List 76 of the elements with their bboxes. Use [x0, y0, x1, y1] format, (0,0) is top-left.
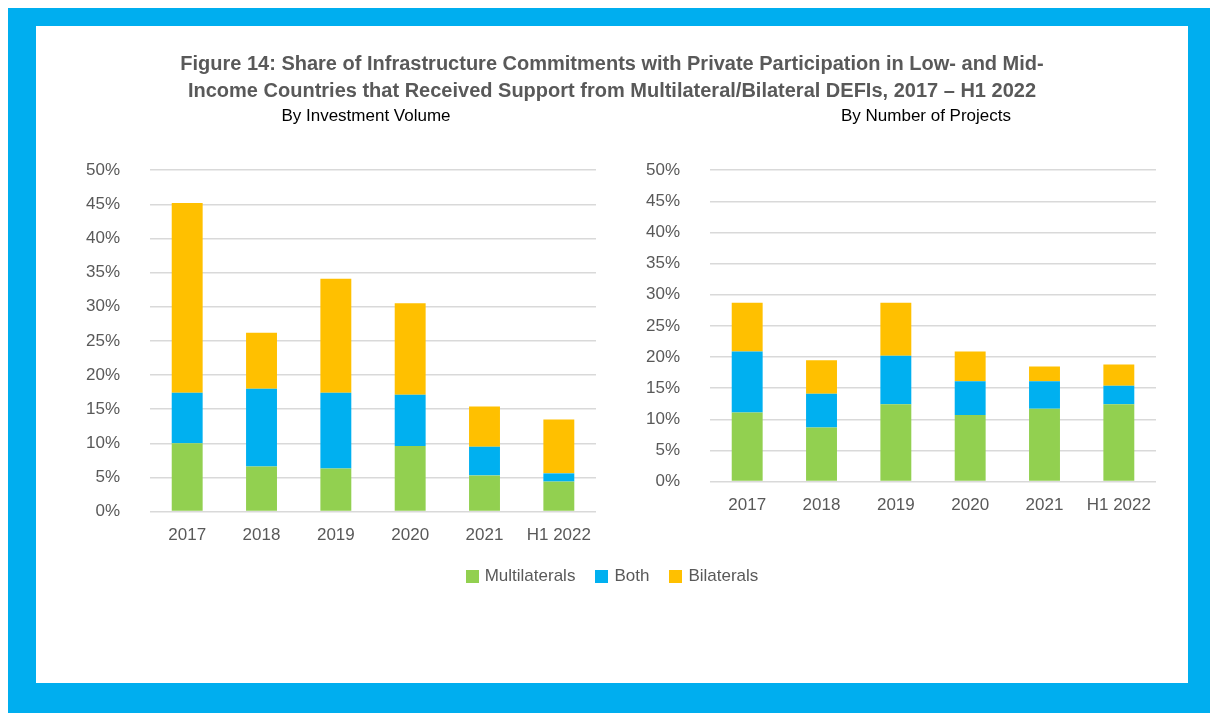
y-tick-label: 45% [645, 191, 681, 211]
x-tick-label: 2017 [168, 525, 207, 545]
bar [469, 475, 500, 511]
bar [171, 202, 203, 393]
legend-label: Bilaterals [688, 566, 759, 586]
y-tick-label: 30% [85, 296, 121, 316]
bar [246, 332, 277, 389]
bar [246, 466, 277, 511]
bar [731, 302, 763, 352]
bar [171, 392, 203, 444]
bar [394, 303, 426, 395]
bar [806, 427, 837, 481]
bar [320, 278, 352, 393]
bar [543, 419, 575, 474]
y-tick-label: 50% [645, 159, 681, 179]
x-tick-label: 2018 [802, 495, 841, 515]
bar [1029, 408, 1060, 481]
chart-subtitle: By Investment Volume [281, 106, 451, 127]
y-tick-label: 10% [85, 433, 121, 453]
bar [806, 360, 837, 394]
x-tick-label: H1 2022 [526, 525, 591, 545]
bar [246, 388, 277, 467]
bar [1103, 404, 1135, 481]
legend-label: Both [614, 566, 650, 586]
x-tick-label: 2021 [465, 525, 504, 545]
y-tick-label: 20% [85, 364, 121, 384]
y-tick-label: 25% [85, 330, 121, 350]
bar [954, 381, 986, 415]
chart-title: Figure 14: Share of Infrastructure Commitments with Private Participation in Low- and Mid-Income Countries that Received Support from Multilateral/Bilateral DEFIs, 2017 – H1 2022 [179, 51, 1045, 103]
bar [1103, 385, 1135, 405]
bar [731, 412, 763, 481]
x-tick-label: 2021 [1025, 495, 1064, 515]
bar [543, 481, 575, 511]
y-tick-label: 40% [645, 222, 681, 242]
bar [1029, 366, 1060, 382]
x-tick-label: H1 2022 [1086, 495, 1151, 515]
y-tick-label: 40% [85, 228, 121, 248]
bar [880, 355, 912, 405]
y-tick-label: 10% [645, 409, 681, 429]
bar [394, 394, 426, 447]
legend-label: Multilaterals [484, 566, 576, 586]
y-tick-label: 0% [95, 501, 121, 521]
x-tick-label: 2020 [951, 495, 990, 515]
x-tick-label: 2019 [876, 495, 915, 515]
x-tick-label: 2019 [316, 525, 355, 545]
bar [954, 414, 986, 481]
y-tick-label: 5% [95, 467, 121, 487]
bar [954, 351, 986, 382]
bar [806, 393, 837, 428]
x-tick-label: 2018 [242, 525, 281, 545]
y-tick-label: 15% [85, 398, 121, 418]
chart-subtitle: By Number of Projects [840, 106, 1012, 127]
y-tick-label: 20% [645, 346, 681, 366]
y-tick-label: 15% [645, 377, 681, 397]
bar [320, 468, 352, 511]
y-tick-label: 35% [645, 253, 681, 273]
y-tick-label: 0% [655, 471, 681, 491]
bar [171, 443, 203, 511]
x-tick-label: 2017 [728, 495, 767, 515]
bar [320, 392, 352, 469]
bar [469, 446, 500, 476]
y-tick-label: 25% [645, 315, 681, 335]
y-tick-label: 45% [85, 194, 121, 214]
y-tick-label: 50% [85, 159, 121, 179]
bar [394, 446, 426, 511]
y-tick-label: 35% [85, 262, 121, 282]
bar [731, 351, 763, 413]
bar [1103, 364, 1135, 386]
y-tick-label: 5% [655, 440, 681, 460]
x-tick-label: 2020 [391, 525, 430, 545]
bar [543, 473, 575, 482]
bar [880, 302, 912, 356]
bar [469, 406, 500, 447]
bar [1029, 381, 1060, 409]
y-tick-label: 30% [645, 284, 681, 304]
bar [880, 404, 912, 481]
